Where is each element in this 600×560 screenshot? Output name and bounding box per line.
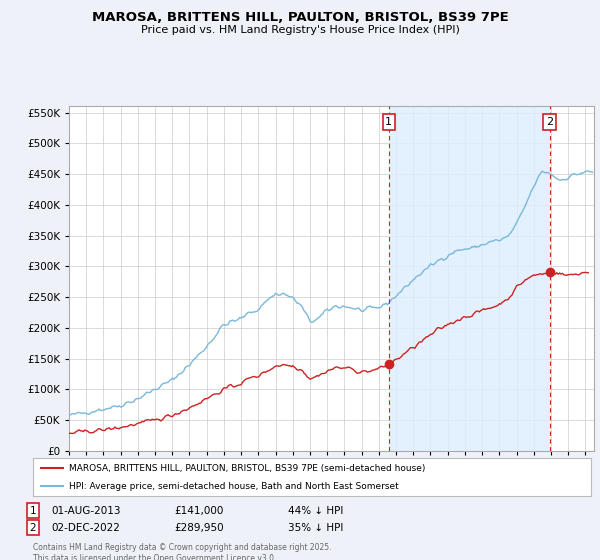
Text: Contains HM Land Registry data © Crown copyright and database right 2025.
This d: Contains HM Land Registry data © Crown c… bbox=[33, 543, 331, 560]
Text: MAROSA, BRITTENS HILL, PAULTON, BRISTOL, BS39 7PE: MAROSA, BRITTENS HILL, PAULTON, BRISTOL,… bbox=[92, 11, 508, 24]
Text: MAROSA, BRITTENS HILL, PAULTON, BRISTOL, BS39 7PE (semi-detached house): MAROSA, BRITTENS HILL, PAULTON, BRISTOL,… bbox=[69, 464, 425, 473]
Text: Price paid vs. HM Land Registry's House Price Index (HPI): Price paid vs. HM Land Registry's House … bbox=[140, 25, 460, 35]
Text: 2: 2 bbox=[546, 116, 553, 127]
Text: 44% ↓ HPI: 44% ↓ HPI bbox=[288, 506, 343, 516]
Text: 2: 2 bbox=[29, 522, 37, 533]
Text: HPI: Average price, semi-detached house, Bath and North East Somerset: HPI: Average price, semi-detached house,… bbox=[69, 482, 399, 491]
Bar bbox=[389, 106, 550, 451]
Text: 1: 1 bbox=[385, 116, 392, 127]
Text: 1: 1 bbox=[29, 506, 37, 516]
Text: 02-DEC-2022: 02-DEC-2022 bbox=[51, 522, 120, 533]
Text: 35% ↓ HPI: 35% ↓ HPI bbox=[288, 522, 343, 533]
Text: £141,000: £141,000 bbox=[174, 506, 223, 516]
Text: 01-AUG-2013: 01-AUG-2013 bbox=[51, 506, 121, 516]
Text: £289,950: £289,950 bbox=[174, 522, 224, 533]
